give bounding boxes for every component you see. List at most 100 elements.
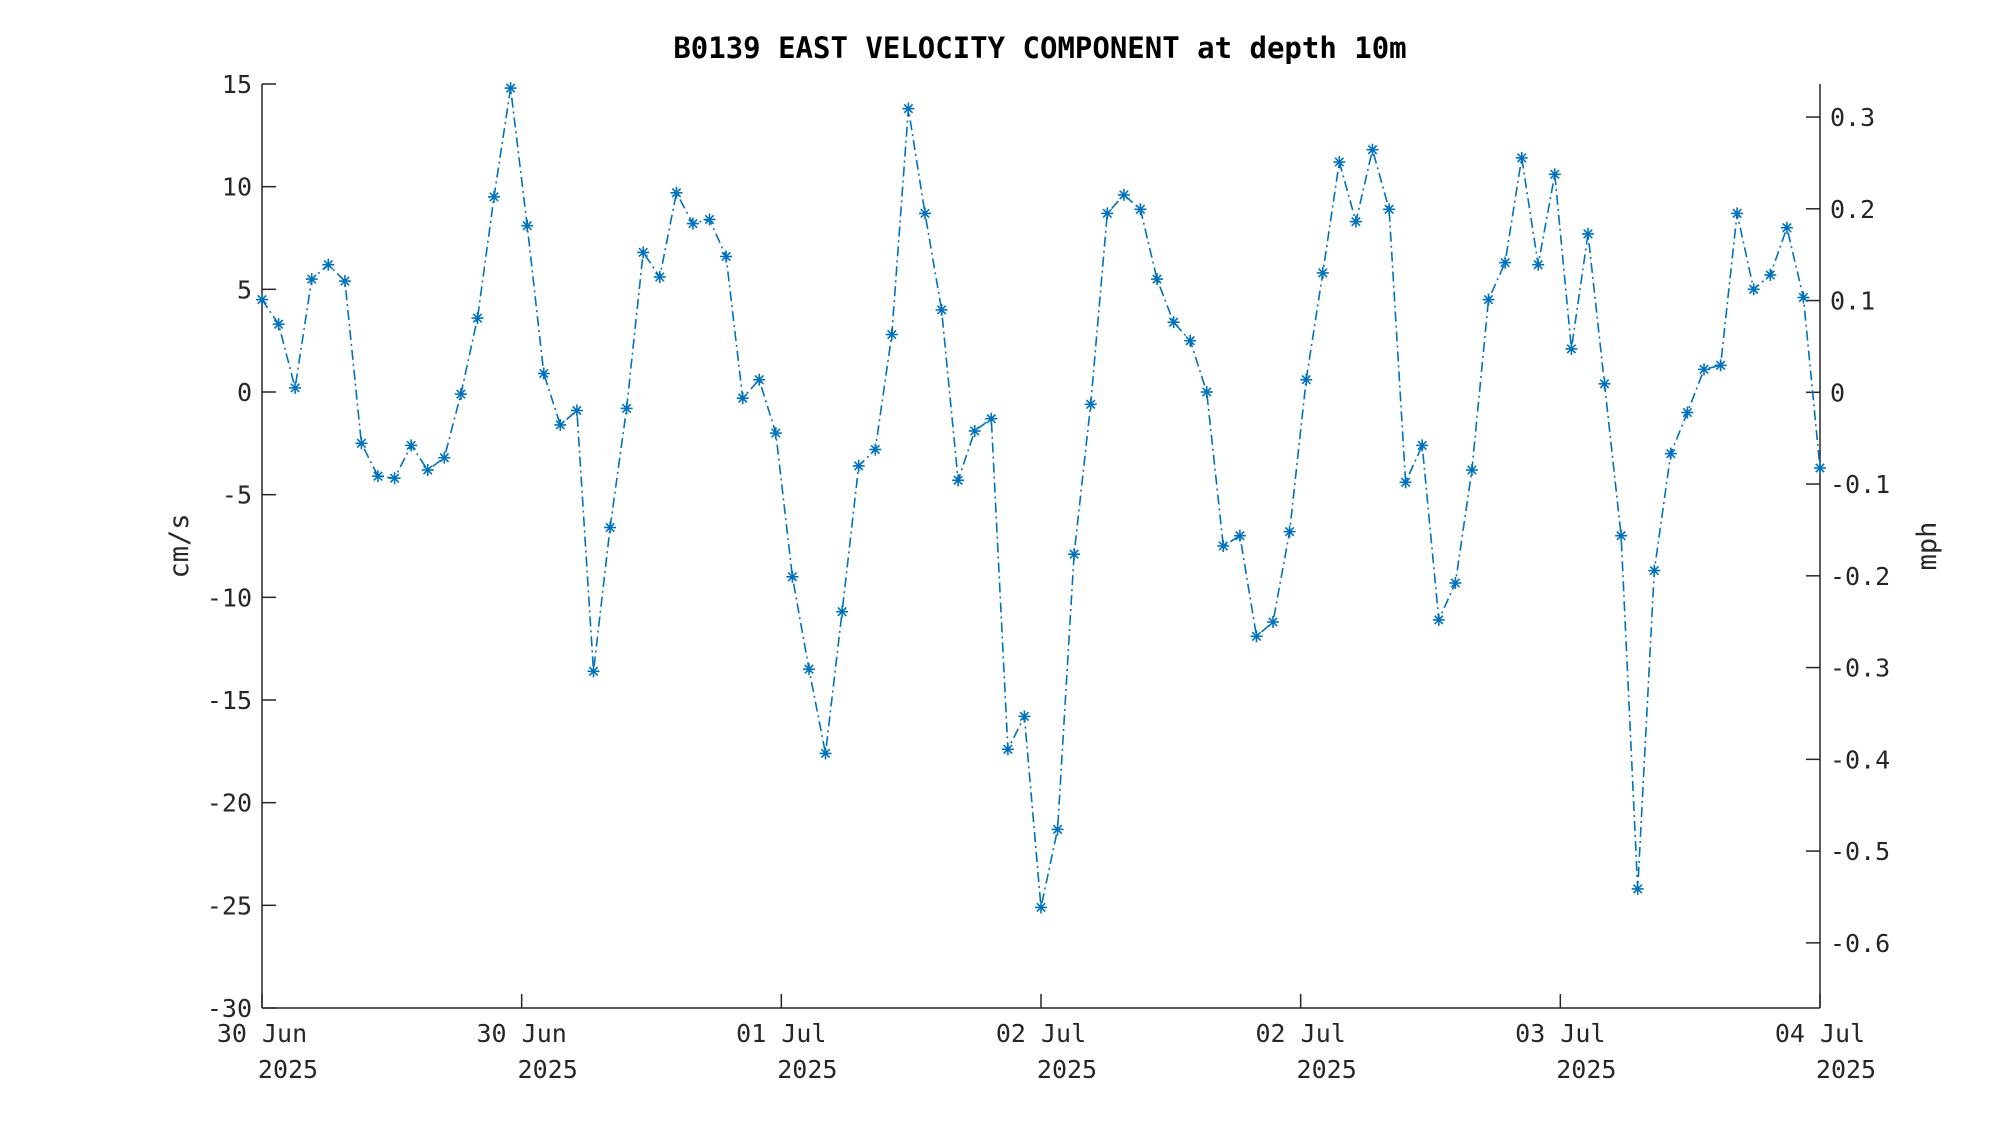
data-point bbox=[1747, 283, 1760, 296]
y-tick-label: -10 bbox=[207, 583, 252, 612]
data-point bbox=[1598, 377, 1611, 390]
data-point bbox=[1499, 256, 1512, 269]
series-line bbox=[261, 87, 1821, 908]
data-point bbox=[421, 464, 434, 476]
data-point bbox=[703, 213, 716, 226]
data-point bbox=[1117, 188, 1130, 201]
data-point bbox=[1333, 156, 1346, 168]
chart-title: B0139 EAST VELOCITY COMPONENT at depth 1… bbox=[673, 31, 1406, 65]
y-tick-label: -25 bbox=[207, 891, 252, 920]
x-tick-year: 2025 bbox=[518, 1055, 578, 1084]
data-point bbox=[836, 605, 849, 618]
data-point bbox=[1134, 203, 1147, 216]
data-point bbox=[769, 427, 782, 440]
data-point bbox=[1731, 207, 1744, 220]
data-point bbox=[1349, 215, 1362, 228]
data-point bbox=[1383, 203, 1396, 216]
data-point bbox=[985, 412, 998, 425]
y-axis-label: cm/s bbox=[164, 513, 195, 578]
data-point bbox=[1482, 293, 1495, 306]
data-point bbox=[1515, 151, 1528, 164]
data-point bbox=[1084, 398, 1097, 411]
x-tick-day: 02 Jul bbox=[1256, 1019, 1346, 1048]
data-point bbox=[521, 219, 534, 232]
data-point bbox=[322, 258, 335, 271]
data-point bbox=[1101, 207, 1114, 220]
data-point bbox=[372, 470, 384, 483]
right-y-ticks: 0.3 0.2 0.1 0 -0.1 -0.2 -0.3 -0.4 -0.5 -0.6 bbox=[1806, 103, 1890, 958]
x-tick-day: 02 Jul bbox=[996, 1019, 1086, 1048]
data-point bbox=[1648, 564, 1661, 577]
data-point bbox=[504, 82, 517, 95]
data-point bbox=[803, 663, 815, 676]
x-tick-year: 2025 bbox=[1816, 1055, 1876, 1084]
y2-tick-label: 0.3 bbox=[1830, 103, 1875, 132]
data-point bbox=[1151, 273, 1163, 286]
x-tick-day: 03 Jul bbox=[1515, 1019, 1605, 1048]
y2-axis-label: mph bbox=[1912, 522, 1943, 571]
data-point bbox=[720, 250, 733, 263]
data-point bbox=[1780, 221, 1793, 234]
data-point bbox=[1167, 316, 1180, 329]
data-point bbox=[1399, 476, 1412, 489]
data-point bbox=[488, 190, 500, 203]
data-point bbox=[819, 747, 832, 760]
series-layer bbox=[256, 82, 1826, 914]
y2-tick-label: -0.5 bbox=[1830, 837, 1890, 866]
data-point bbox=[1565, 342, 1578, 355]
data-point bbox=[1814, 462, 1826, 474]
data-point bbox=[438, 451, 451, 464]
data-point bbox=[388, 472, 401, 485]
data-point bbox=[968, 425, 981, 437]
y2-tick-label: -0.6 bbox=[1830, 929, 1890, 958]
data-point bbox=[786, 570, 799, 583]
data-point bbox=[1283, 525, 1296, 538]
y-tick-label: 15 bbox=[222, 70, 252, 99]
data-point bbox=[454, 388, 467, 401]
data-point bbox=[1432, 613, 1445, 626]
data-point bbox=[471, 312, 484, 325]
y2-tick-label: 0.2 bbox=[1830, 195, 1875, 224]
data-point bbox=[405, 439, 418, 452]
x-ticks: 30 Jun 2025 30 Jun 2025 01 Jul 2025 02 Jul 2025… bbox=[217, 994, 1876, 1084]
data-point bbox=[289, 381, 302, 394]
x-tick-day: 30 Jun bbox=[477, 1019, 567, 1048]
plot-area bbox=[261, 84, 1821, 1009]
data-point bbox=[670, 186, 683, 199]
data-point bbox=[1001, 743, 1014, 756]
data-point bbox=[902, 102, 915, 115]
x-tick-year: 2025 bbox=[1556, 1055, 1616, 1084]
x-tick-day: 04 Jul bbox=[1775, 1019, 1865, 1048]
data-point bbox=[1631, 882, 1644, 895]
data-point bbox=[1051, 823, 1064, 836]
data-point bbox=[355, 437, 368, 450]
y-tick-label: 5 bbox=[237, 275, 252, 304]
data-point bbox=[919, 207, 931, 220]
y2-tick-label: -0.4 bbox=[1830, 745, 1890, 774]
data-point bbox=[935, 303, 948, 316]
y-tick-label: 10 bbox=[222, 173, 252, 202]
data-point bbox=[1233, 529, 1246, 542]
data-point bbox=[620, 402, 633, 415]
data-point bbox=[604, 521, 617, 534]
data-point bbox=[1316, 266, 1329, 279]
data-point bbox=[952, 474, 965, 487]
data-point bbox=[1714, 359, 1727, 372]
y-tick-label: -5 bbox=[222, 481, 252, 510]
y2-tick-label: -0.3 bbox=[1830, 654, 1890, 683]
data-point bbox=[1300, 373, 1313, 386]
data-point bbox=[1416, 439, 1429, 452]
data-point bbox=[305, 273, 318, 286]
data-point bbox=[1465, 464, 1478, 476]
data-point bbox=[1698, 363, 1710, 376]
data-point bbox=[1018, 710, 1031, 723]
data-point bbox=[1449, 577, 1462, 589]
data-point bbox=[537, 367, 550, 380]
x-tick-year: 2025 bbox=[777, 1055, 837, 1084]
data-point bbox=[1615, 529, 1628, 542]
data-point bbox=[736, 392, 749, 405]
x-tick-year: 2025 bbox=[258, 1055, 318, 1084]
data-point bbox=[852, 459, 865, 472]
data-point bbox=[272, 318, 285, 331]
